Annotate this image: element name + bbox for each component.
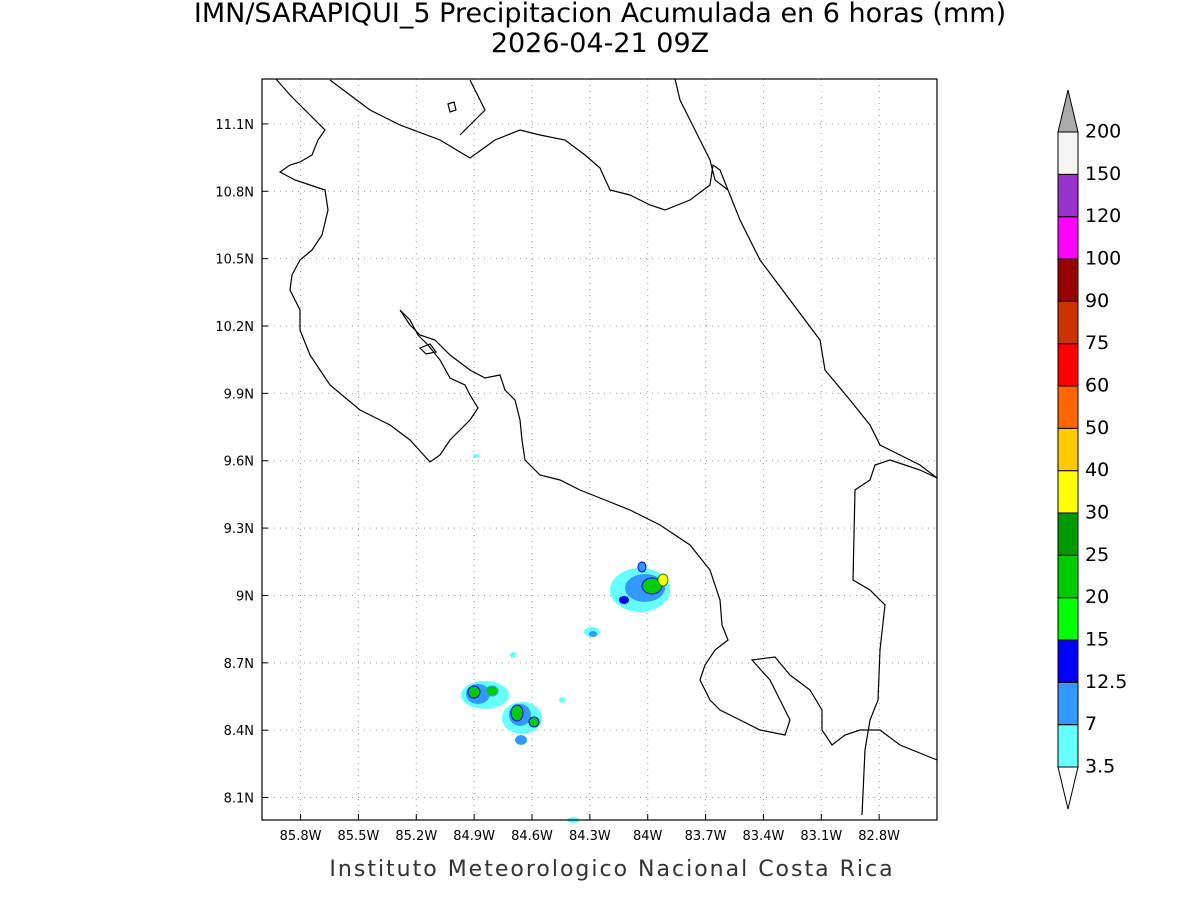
rain-area bbox=[637, 561, 647, 573]
colorbar-label: 12.5 bbox=[1085, 671, 1127, 693]
colorbar-label: 90 bbox=[1085, 290, 1109, 312]
colorbar-label: 7 bbox=[1085, 713, 1097, 735]
colorbar-box bbox=[1057, 639, 1079, 683]
x-tick-label: 85.8W bbox=[280, 829, 322, 844]
rain-area bbox=[589, 631, 597, 637]
border bbox=[852, 459, 938, 816]
colorbar-label: 50 bbox=[1085, 417, 1109, 439]
colorbar-triangle bbox=[1057, 89, 1079, 133]
x-tick-label: 85.2W bbox=[395, 829, 437, 844]
rain-area bbox=[467, 685, 481, 699]
colorbar-label: 30 bbox=[1085, 502, 1109, 524]
y-tick-label: 11.1N bbox=[215, 118, 254, 133]
y-tick-label: 10.5N bbox=[215, 253, 254, 268]
x-tick-label: 84W bbox=[633, 829, 663, 844]
colorbar: 3.5 7 12.5 15 20 25 30 40 50 60 75 90 100 120 150 200 bbox=[1057, 89, 1127, 810]
colorbar-box bbox=[1057, 216, 1079, 260]
colorbar-label: 100 bbox=[1085, 248, 1121, 270]
colorbar-box bbox=[1057, 470, 1079, 514]
colorbar-label: 60 bbox=[1085, 375, 1109, 397]
x-tick-label: 85.5W bbox=[338, 829, 380, 844]
map-title: IMN/SARAPIQUI_5 Precipitacion Acumulada … bbox=[194, 0, 1006, 29]
island bbox=[447, 101, 457, 113]
y-tick-label: 9.3N bbox=[224, 522, 254, 537]
map-subtitle: 2026-04-21 09Z bbox=[491, 28, 709, 59]
colorbar-box bbox=[1057, 681, 1079, 726]
x-tick-label: 83.4W bbox=[743, 829, 785, 844]
colorbar-box bbox=[1057, 173, 1079, 218]
colorbar-label: 200 bbox=[1085, 121, 1121, 143]
colorbar-box bbox=[1057, 427, 1079, 472]
colorbar-box bbox=[1057, 258, 1079, 302]
x-tick-label: 83.7W bbox=[685, 829, 727, 844]
rain-area bbox=[657, 573, 669, 587]
rain-area bbox=[528, 716, 540, 728]
rain-area bbox=[473, 454, 479, 458]
colorbar-label: 150 bbox=[1085, 163, 1121, 185]
map-frame bbox=[261, 78, 938, 821]
y-tick-label: 10.2N bbox=[215, 320, 254, 335]
colorbar-label: 25 bbox=[1085, 544, 1109, 566]
rain-area bbox=[510, 704, 524, 722]
x-tick-label: 82.8W bbox=[858, 829, 900, 844]
footer: Instituto Meteorologico Nacional Costa R… bbox=[329, 857, 894, 882]
colorbar-box bbox=[1057, 385, 1079, 429]
colorbar-label: 120 bbox=[1085, 205, 1121, 227]
x-tick-label: 84.3W bbox=[569, 829, 611, 844]
rain-area bbox=[510, 652, 516, 658]
y-tick-label: 8.7N bbox=[224, 657, 254, 672]
colorbar-box bbox=[1057, 512, 1079, 556]
coastlines bbox=[275, 78, 938, 816]
colorbar-box bbox=[1057, 554, 1079, 599]
x-tick-label: 84.9W bbox=[453, 829, 495, 844]
coastline bbox=[674, 78, 938, 479]
coastline bbox=[275, 78, 938, 761]
grid bbox=[262, 79, 937, 820]
colorbar-box bbox=[1057, 724, 1079, 768]
rain-area bbox=[619, 596, 629, 604]
rain-area bbox=[485, 685, 499, 697]
lake-shore bbox=[329, 79, 729, 211]
colorbar-box bbox=[1057, 300, 1079, 345]
colorbar-label: 20 bbox=[1085, 586, 1109, 608]
y-tick-label: 9.9N bbox=[224, 387, 254, 402]
colorbar-label: 15 bbox=[1085, 629, 1109, 651]
rain-area bbox=[559, 697, 565, 703]
colorbar-label: 3.5 bbox=[1085, 756, 1115, 778]
colorbar-box bbox=[1057, 131, 1079, 175]
y-tick-label: 10.8N bbox=[215, 185, 254, 200]
colorbar-triangle bbox=[1057, 766, 1079, 810]
rain-area bbox=[515, 735, 527, 745]
x-tick-label: 83.1W bbox=[800, 829, 842, 844]
precipitation bbox=[461, 454, 670, 823]
y-tick-label: 9.6N bbox=[224, 455, 254, 470]
colorbar-box bbox=[1057, 343, 1079, 387]
y-tick-label: 9N bbox=[236, 589, 254, 604]
island bbox=[418, 343, 438, 355]
colorbar-box bbox=[1057, 597, 1079, 641]
colorbar-label: 40 bbox=[1085, 459, 1109, 481]
y-tick-label: 8.4N bbox=[224, 724, 254, 739]
x-tick-label: 84.6W bbox=[511, 829, 553, 844]
y-tick-label: 8.1N bbox=[224, 792, 254, 807]
lake-shore bbox=[459, 79, 486, 136]
colorbar-label: 75 bbox=[1085, 332, 1109, 354]
